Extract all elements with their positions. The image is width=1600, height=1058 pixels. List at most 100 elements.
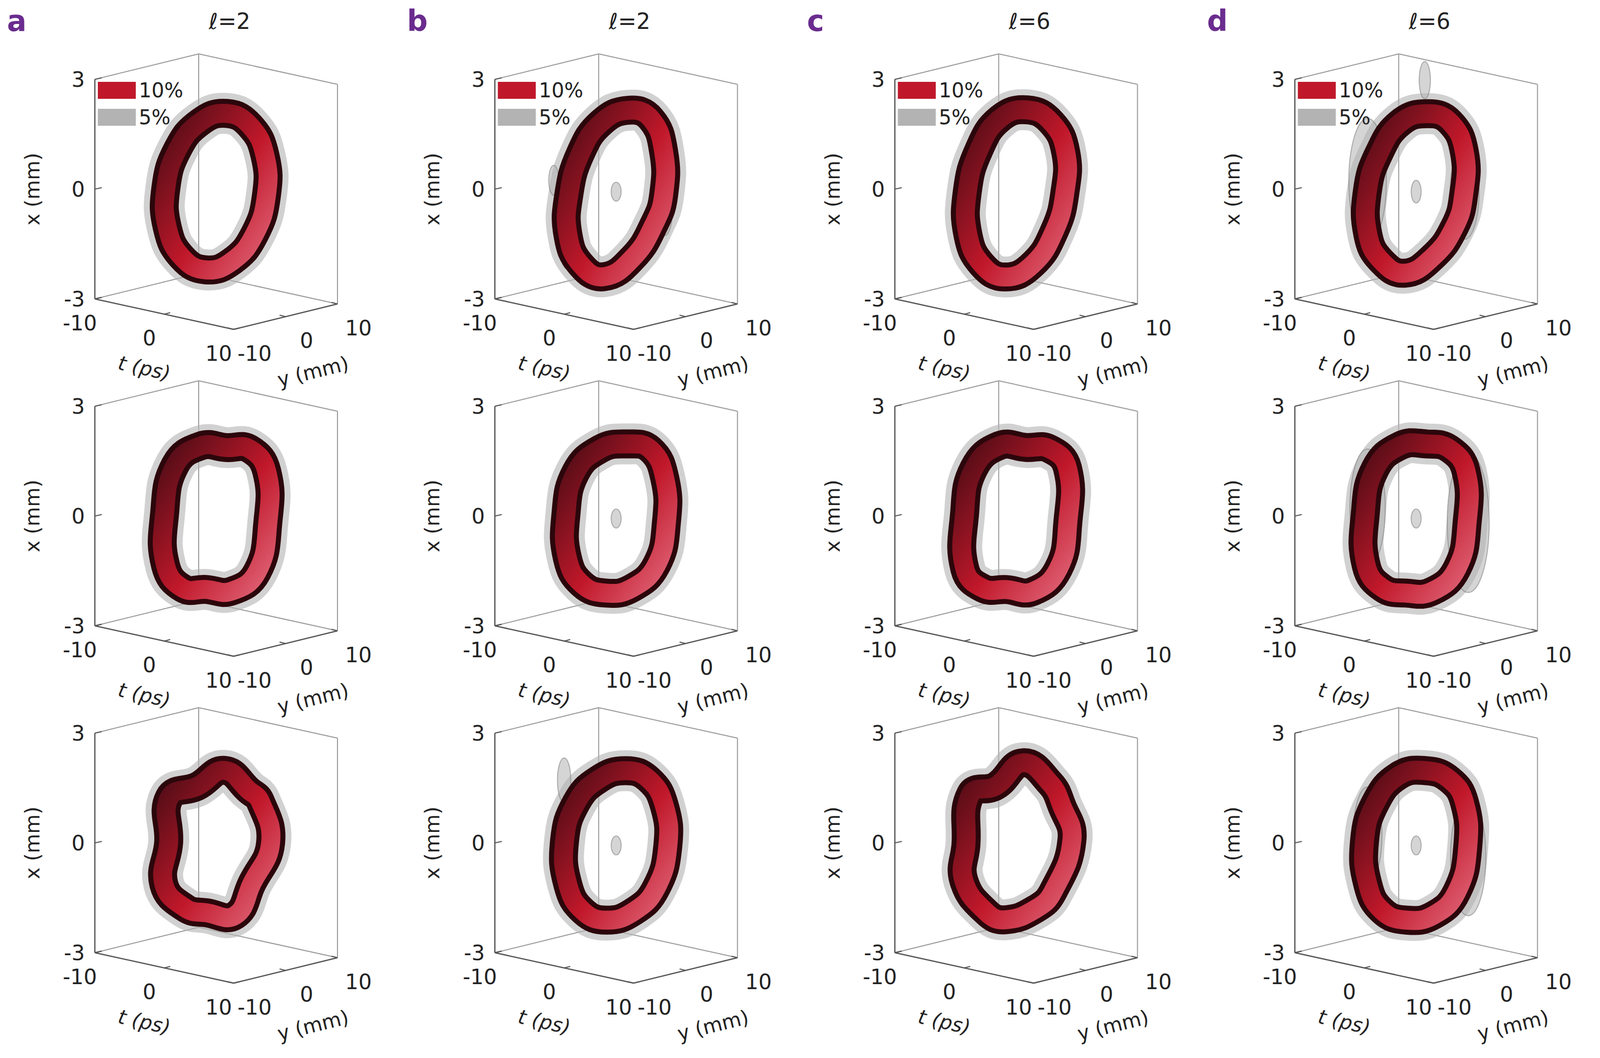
svg-text:10: 10 <box>745 969 772 995</box>
svg-text:10: 10 <box>205 995 232 1020</box>
svg-text:3: 3 <box>1271 67 1285 92</box>
svg-text:10%: 10% <box>538 78 584 102</box>
svg-text:c: c <box>807 3 825 38</box>
svg-text:10: 10 <box>1545 316 1572 341</box>
svg-text:ℓ=2: ℓ=2 <box>608 8 651 34</box>
svg-text:-10: -10 <box>462 964 498 990</box>
svg-text:b: b <box>406 3 428 38</box>
svg-text:x (mm): x (mm) <box>420 479 444 553</box>
svg-text:0: 0 <box>142 652 157 678</box>
svg-text:y (mm): y (mm) <box>275 351 351 392</box>
svg-text:0: 0 <box>471 177 486 202</box>
svg-text:-10: -10 <box>1037 341 1072 366</box>
svg-text:-3: -3 <box>463 287 485 312</box>
svg-text:x (mm): x (mm) <box>1221 152 1245 226</box>
svg-text:0: 0 <box>542 325 557 351</box>
svg-text:y (mm): y (mm) <box>1475 351 1552 392</box>
svg-text:10: 10 <box>1005 995 1032 1020</box>
svg-text:t (ps): t (ps) <box>916 1005 973 1040</box>
svg-text:t (ps): t (ps) <box>516 678 573 713</box>
svg-text:-10: -10 <box>62 964 98 990</box>
svg-text:-10: -10 <box>237 341 273 366</box>
svg-text:0: 0 <box>871 177 886 202</box>
svg-text:0: 0 <box>699 328 714 353</box>
svg-text:3: 3 <box>71 721 85 746</box>
svg-text:y (mm): y (mm) <box>674 678 751 719</box>
svg-text:0: 0 <box>300 982 314 1007</box>
svg-text:10: 10 <box>1405 341 1432 366</box>
svg-text:10: 10 <box>205 341 232 366</box>
svg-text:0: 0 <box>942 979 957 1005</box>
svg-text:y (mm): y (mm) <box>1475 678 1552 719</box>
svg-text:10%: 10% <box>1338 78 1384 102</box>
svg-text:10: 10 <box>605 668 633 693</box>
svg-text:10: 10 <box>1545 969 1572 995</box>
svg-text:5%: 5% <box>939 105 971 129</box>
svg-text:-10: -10 <box>1437 341 1472 366</box>
svg-text:0: 0 <box>1099 982 1114 1007</box>
svg-text:0: 0 <box>1499 328 1514 353</box>
svg-text:3: 3 <box>471 721 486 746</box>
svg-text:t (ps): t (ps) <box>115 351 173 386</box>
svg-text:0: 0 <box>871 831 886 856</box>
svg-text:-3: -3 <box>1264 941 1285 966</box>
svg-text:0: 0 <box>142 979 157 1005</box>
svg-text:x (mm): x (mm) <box>420 152 444 226</box>
svg-text:0: 0 <box>542 979 557 1005</box>
svg-text:3: 3 <box>471 394 486 419</box>
svg-text:x (mm): x (mm) <box>20 806 44 880</box>
svg-text:t (ps): t (ps) <box>1315 351 1373 386</box>
svg-text:x (mm): x (mm) <box>20 152 44 226</box>
svg-text:0: 0 <box>471 504 486 529</box>
svg-text:10: 10 <box>1405 668 1432 693</box>
svg-text:10: 10 <box>605 341 633 366</box>
svg-text:-3: -3 <box>1264 287 1285 312</box>
svg-text:-10: -10 <box>1262 311 1297 336</box>
svg-text:-10: -10 <box>237 668 273 693</box>
svg-text:-10: -10 <box>1262 638 1297 663</box>
svg-text:0: 0 <box>1499 982 1514 1007</box>
svg-text:-3: -3 <box>864 287 886 312</box>
svg-text:0: 0 <box>300 655 314 680</box>
svg-text:-10: -10 <box>862 311 898 336</box>
svg-text:x (mm): x (mm) <box>420 806 444 880</box>
svg-text:-10: -10 <box>862 964 898 990</box>
svg-text:t (ps): t (ps) <box>516 351 573 386</box>
svg-text:0: 0 <box>1342 652 1356 678</box>
svg-text:-10: -10 <box>637 341 672 366</box>
svg-text:0: 0 <box>542 652 557 678</box>
svg-text:-3: -3 <box>63 287 85 312</box>
svg-text:x (mm): x (mm) <box>821 479 845 553</box>
svg-text:10: 10 <box>1545 642 1572 668</box>
svg-text:-10: -10 <box>62 638 98 663</box>
svg-text:x (mm): x (mm) <box>1221 806 1245 880</box>
svg-text:10: 10 <box>1145 969 1172 995</box>
svg-text:y (mm): y (mm) <box>1074 1005 1151 1046</box>
svg-text:0: 0 <box>699 655 714 680</box>
svg-text:-3: -3 <box>63 614 85 639</box>
svg-text:0: 0 <box>1271 831 1285 856</box>
svg-text:0: 0 <box>1499 655 1514 680</box>
svg-text:3: 3 <box>871 721 886 746</box>
svg-text:10: 10 <box>1405 995 1432 1020</box>
svg-text:t (ps): t (ps) <box>916 678 973 713</box>
svg-text:0: 0 <box>471 831 486 856</box>
svg-text:x (mm): x (mm) <box>821 152 845 226</box>
svg-text:y (mm): y (mm) <box>275 1005 351 1046</box>
svg-text:0: 0 <box>1099 328 1114 353</box>
svg-text:3: 3 <box>71 394 85 419</box>
svg-text:-10: -10 <box>1437 668 1472 693</box>
svg-text:5%: 5% <box>138 105 171 129</box>
svg-text:y (mm): y (mm) <box>674 351 751 392</box>
svg-text:-10: -10 <box>62 311 98 336</box>
svg-text:y (mm): y (mm) <box>674 1005 751 1046</box>
svg-text:-3: -3 <box>463 614 485 639</box>
svg-text:0: 0 <box>1271 177 1285 202</box>
svg-text:y (mm): y (mm) <box>1074 678 1151 719</box>
svg-text:0: 0 <box>942 325 957 351</box>
svg-text:0: 0 <box>300 328 314 353</box>
svg-text:10%: 10% <box>939 78 984 102</box>
svg-text:0: 0 <box>142 325 157 351</box>
svg-text:d: d <box>1207 3 1229 38</box>
svg-text:-10: -10 <box>1037 668 1072 693</box>
